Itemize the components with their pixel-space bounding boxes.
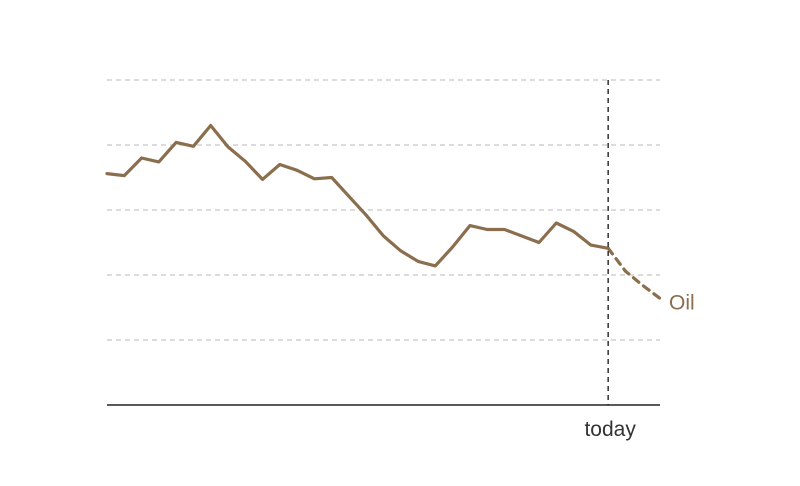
series-group xyxy=(105,123,662,300)
series-line-oil xyxy=(105,123,610,268)
grid-lines xyxy=(107,79,660,341)
today-label: today xyxy=(584,418,636,441)
series-label-oil: Oil xyxy=(669,291,695,314)
forecast-line-oil xyxy=(606,246,662,300)
